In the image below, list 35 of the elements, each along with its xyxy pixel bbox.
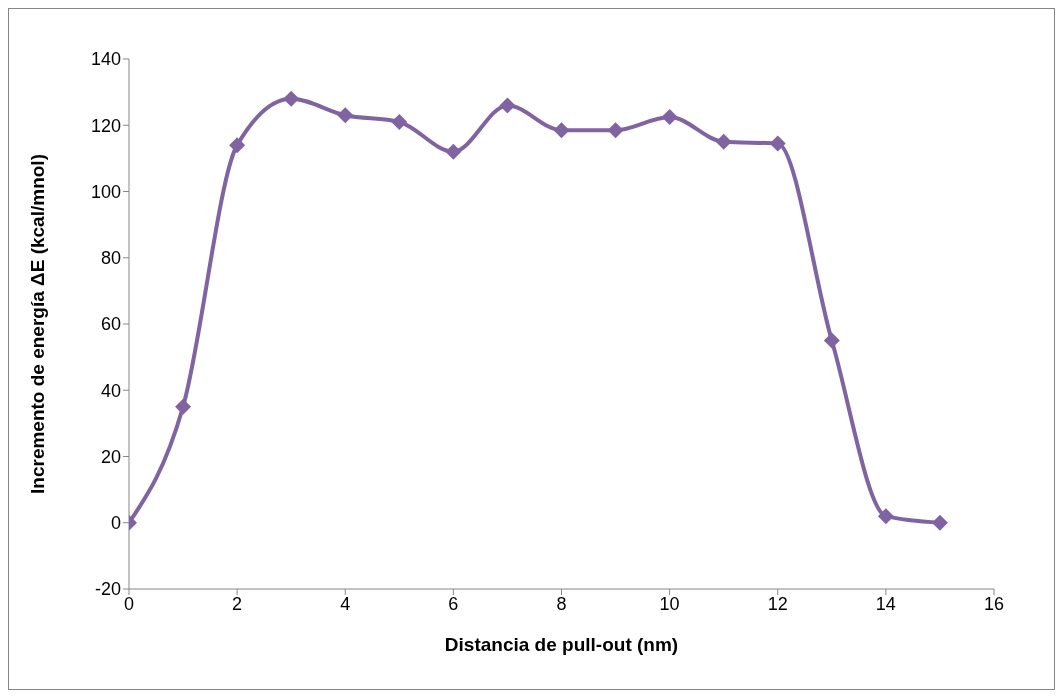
x-axis-title: Distancia de pull-out (nm) bbox=[444, 634, 679, 655]
y-axis-title: Incremento de energía ΔE (kcal/mnol) bbox=[26, 154, 48, 494]
point bbox=[661, 108, 678, 125]
x-tick-label: 14 bbox=[875, 593, 896, 614]
x-tick-label: 2 bbox=[232, 593, 243, 614]
y-tick-label: 0 bbox=[110, 513, 121, 534]
point bbox=[877, 508, 894, 525]
point bbox=[391, 113, 408, 130]
x-tick-label: 6 bbox=[448, 593, 459, 614]
y-tick-label: 140 bbox=[90, 49, 121, 70]
x-tick-label: 4 bbox=[340, 593, 351, 614]
point bbox=[607, 122, 624, 139]
point bbox=[337, 107, 354, 124]
y-tick-label: 20 bbox=[100, 446, 121, 467]
point bbox=[283, 90, 300, 107]
x-tick-label: 0 bbox=[123, 593, 135, 614]
point bbox=[229, 137, 246, 154]
y-tick-label: -20 bbox=[94, 579, 121, 600]
point bbox=[931, 514, 948, 531]
point bbox=[445, 143, 462, 160]
y-tick-label: 40 bbox=[100, 380, 121, 401]
x-tick-label: 12 bbox=[767, 593, 788, 614]
y-tick-label: 80 bbox=[100, 248, 121, 269]
point bbox=[769, 135, 786, 152]
y-tick-label: 60 bbox=[100, 314, 121, 335]
y-tick-label: 100 bbox=[90, 181, 121, 202]
point bbox=[499, 97, 516, 114]
point bbox=[553, 122, 570, 139]
x-tick-label: 10 bbox=[659, 593, 680, 614]
point bbox=[823, 332, 840, 349]
x-tick-label: 16 bbox=[983, 593, 1005, 614]
point bbox=[175, 398, 192, 415]
x-tick-label: 8 bbox=[556, 593, 567, 614]
point bbox=[715, 133, 732, 150]
y-tick-label: 120 bbox=[90, 115, 121, 136]
